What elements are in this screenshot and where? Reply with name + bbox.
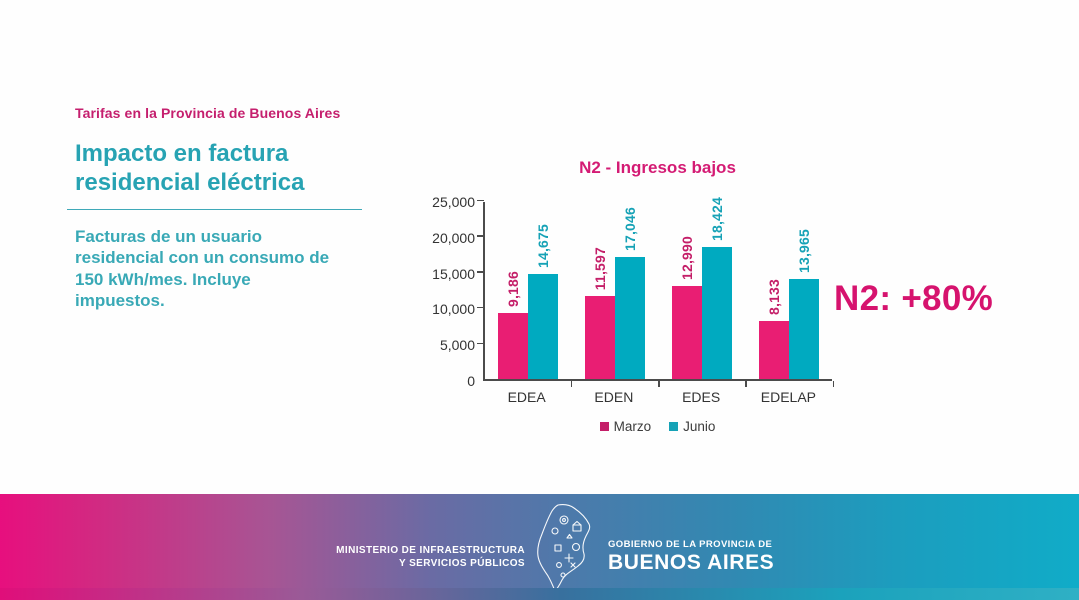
bar-value-label: 13,965 bbox=[795, 228, 812, 274]
buenos-aires-map-icon bbox=[534, 502, 600, 599]
bar-chart: N2 - Ingresos bajos 0 5,000 10,000 15,000 20… bbox=[425, 158, 845, 434]
bar-value-label: 17,046 bbox=[622, 206, 639, 251]
slide-description: Facturas de un usuario residencial con u… bbox=[75, 227, 330, 311]
bar-junio-edelap: 13,965 bbox=[788, 229, 819, 379]
x-tick-label-edes: EDES bbox=[682, 389, 721, 405]
legend-swatch bbox=[599, 422, 609, 431]
title-divider bbox=[67, 209, 362, 211]
y-tick-mark bbox=[477, 271, 484, 273]
x-tick-mark bbox=[745, 381, 747, 387]
y-tick-mark bbox=[477, 199, 484, 201]
ministry-text: MINISTERIO DE INFRAESTRUCTURA Y SERVICIO… bbox=[0, 544, 525, 570]
bar-marzo-edes: 12,990 bbox=[671, 236, 702, 379]
x-tick-label-eden: EDEN bbox=[594, 389, 634, 405]
y-tick-label: 25,000 bbox=[432, 194, 475, 210]
bar-value-label: 9,186 bbox=[505, 271, 522, 308]
annotation-n2-increase: N2: +80% bbox=[834, 279, 994, 318]
legend-label: Junio bbox=[683, 419, 716, 434]
legend-swatch bbox=[669, 422, 679, 431]
y-tick-mark bbox=[477, 306, 484, 309]
bar-group-edea: 9,186 14,675 bbox=[498, 202, 559, 379]
bar-group-eden: 11,597 17,046 bbox=[585, 202, 646, 379]
bar-marzo-edelap: 8,133 bbox=[758, 279, 789, 379]
legend-item-junio: Junio bbox=[669, 419, 715, 434]
bar-value-label: 14,675 bbox=[535, 223, 552, 268]
x-tick-label-edea: EDEA bbox=[507, 389, 546, 405]
chart-title: N2 - Ingresos bajos bbox=[579, 158, 736, 177]
y-tick-mark bbox=[477, 235, 484, 237]
government-text: GOBIERNO DE LA PROVINCIA DE BUENOS AIRES bbox=[608, 539, 774, 575]
y-tick-label: 10,000 bbox=[432, 301, 475, 318]
x-tick-mark bbox=[832, 381, 834, 387]
chart-legend: Marzo Junio bbox=[483, 419, 832, 434]
chart-plot: 9,186 14,675 11,597 17,046 12,990 18,424 8,133… bbox=[477, 197, 834, 387]
footer-bottom-strip bbox=[0, 588, 1079, 600]
government-line1: GOBIERNO DE LA PROVINCIA DE bbox=[608, 539, 773, 550]
y-tick-label: 15,000 bbox=[432, 265, 475, 282]
government-line2: BUENOS AIRES bbox=[608, 551, 775, 574]
chart-plot-zone: 0 5,000 10,000 15,000 20,000 25,000 9,186 14,6… bbox=[425, 194, 845, 389]
bar-value-label: 18,424 bbox=[708, 197, 725, 242]
bar-marzo-edea: 9,186 bbox=[498, 271, 529, 379]
bar-group-edes: 12,990 18,424 bbox=[671, 197, 732, 379]
bar-value-label: 12,990 bbox=[678, 235, 695, 280]
ministry-line1: MINISTERIO DE INFRAESTRUCTURA bbox=[336, 545, 525, 556]
bar-junio-eden: 17,046 bbox=[615, 207, 646, 379]
slide-title: Impacto en factura residencial eléctrica bbox=[75, 140, 305, 197]
ministry-line2: Y SERVICIOS PÚBLICOS bbox=[399, 558, 525, 569]
bar-junio-edes: 18,424 bbox=[701, 197, 732, 379]
x-tick-mark bbox=[570, 381, 573, 387]
x-tick-label-edelap: EDELAP bbox=[760, 389, 816, 405]
footer-band: MINISTERIO DE INFRAESTRUCTURA Y SERVICIO… bbox=[0, 494, 1079, 600]
bar-marzo-eden: 11,597 bbox=[585, 247, 616, 379]
y-tick-mark bbox=[477, 342, 484, 345]
y-tick-label: 5,000 bbox=[439, 337, 475, 354]
left-text-panel: Tarifas en la Provincia de Buenos Aires … bbox=[67, 105, 375, 312]
bar-value-label: 8,133 bbox=[765, 278, 782, 315]
x-axis-labels: EDEA EDEN EDES EDELAP bbox=[483, 389, 832, 405]
x-tick-mark bbox=[658, 381, 660, 387]
bar-value-label: 11,597 bbox=[592, 246, 609, 290]
legend-item-marzo: Marzo bbox=[599, 419, 652, 434]
bar-junio-edea: 14,675 bbox=[528, 224, 559, 379]
bar-group-edelap: 8,133 13,965 bbox=[758, 202, 819, 379]
y-tick-label: 0 bbox=[467, 373, 475, 389]
slide-kicker: Tarifas en la Provincia de Buenos Aires bbox=[75, 105, 341, 121]
legend-label: Marzo bbox=[613, 419, 652, 434]
y-tick-label: 20,000 bbox=[432, 229, 475, 246]
